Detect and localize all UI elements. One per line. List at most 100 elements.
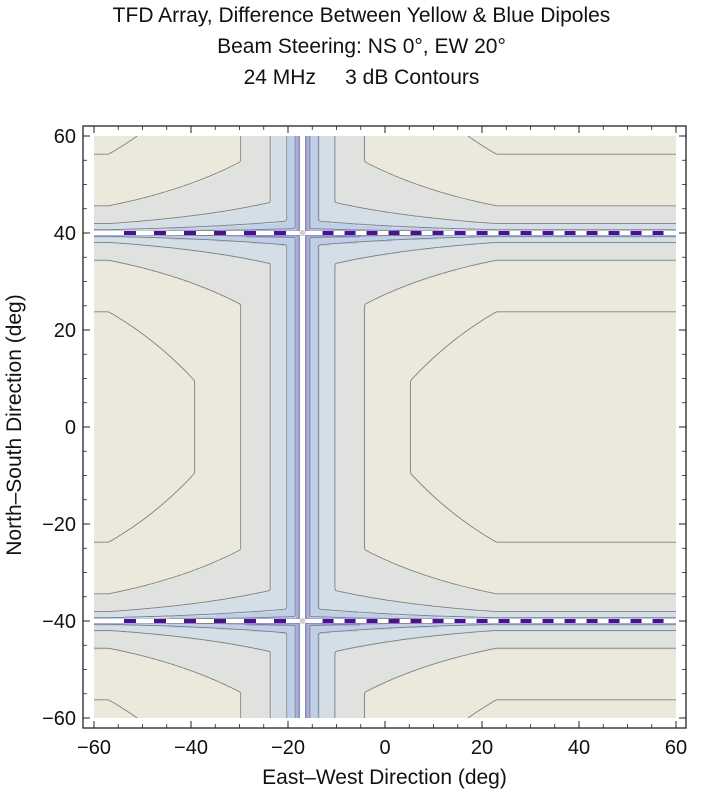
contour-band-cell bbox=[242, 382, 273, 385]
contour-band-cell bbox=[288, 672, 297, 675]
contour-band-cell bbox=[94, 514, 243, 517]
contour-band-cell bbox=[306, 406, 311, 409]
contour-band-cell bbox=[272, 280, 289, 283]
contour-band-cell bbox=[310, 460, 321, 463]
null-dash bbox=[608, 619, 620, 623]
contour-band-cell bbox=[216, 240, 297, 243]
contour-band-cell bbox=[94, 648, 255, 651]
contour-band-cell bbox=[306, 380, 311, 383]
contour-band-cell bbox=[288, 392, 297, 395]
contour-band-cell bbox=[336, 532, 367, 535]
contour-band-cell bbox=[306, 280, 311, 283]
contour-band-cell bbox=[310, 302, 321, 305]
contour-band-cell bbox=[306, 474, 311, 477]
contour-band-cell bbox=[288, 264, 297, 267]
contour-band-cell bbox=[306, 648, 311, 651]
contour-band-cell bbox=[288, 184, 297, 187]
contour-band-cell bbox=[242, 148, 273, 151]
contour-band-cell bbox=[310, 206, 321, 209]
contour-band-cell bbox=[364, 258, 676, 261]
contour-band-cell bbox=[296, 386, 301, 389]
contour-band-cell bbox=[310, 168, 321, 171]
contour-band-cell bbox=[296, 510, 301, 513]
contour-band-cell bbox=[250, 630, 297, 633]
contour-band-cell bbox=[320, 682, 337, 685]
contour-band-cell bbox=[242, 384, 273, 387]
contour-band-cell bbox=[288, 642, 297, 645]
contour-band-cell bbox=[310, 210, 321, 213]
contour-band-cell bbox=[320, 330, 337, 333]
contour-band-cell bbox=[366, 406, 676, 409]
contour-band-cell bbox=[288, 300, 297, 303]
contour-band-cell bbox=[336, 506, 367, 509]
contour-band-cell bbox=[242, 522, 273, 525]
contour-band-cell bbox=[272, 436, 289, 439]
contour-band-cell bbox=[184, 668, 273, 671]
contour-band-cell bbox=[272, 664, 289, 667]
contour-band-cell bbox=[296, 444, 301, 447]
contour-band-cell bbox=[336, 492, 367, 495]
contour-band-cell bbox=[242, 446, 273, 449]
contour-band-cell bbox=[306, 370, 311, 373]
contour-band-cell bbox=[272, 312, 289, 315]
contour-band-cell bbox=[94, 176, 211, 179]
contour-band-cell bbox=[272, 538, 289, 541]
contour-band-cell bbox=[272, 546, 289, 549]
contour-band-cell bbox=[242, 518, 273, 521]
contour-band-cell bbox=[310, 244, 331, 247]
contour-band-cell bbox=[304, 256, 307, 259]
contour-band-cell bbox=[296, 274, 301, 277]
contour-band-cell bbox=[192, 604, 289, 607]
contour-band-cell bbox=[310, 462, 321, 465]
contour-band-cell bbox=[296, 412, 301, 415]
contour-band-cell bbox=[336, 402, 367, 405]
contour-band-cell bbox=[94, 348, 243, 351]
contour-band-cell bbox=[94, 584, 153, 587]
contour-band-cell bbox=[288, 674, 297, 677]
contour-band-cell bbox=[296, 616, 301, 619]
contour-band-cell bbox=[272, 486, 289, 489]
contour-band-cell bbox=[288, 634, 297, 637]
contour-band-cell bbox=[296, 574, 301, 577]
contour-band-cell bbox=[232, 644, 289, 647]
contour-band-cell bbox=[94, 608, 155, 611]
contour-band-cell bbox=[242, 712, 273, 715]
contour-band-cell bbox=[242, 418, 273, 421]
contour-band-cell bbox=[306, 460, 311, 463]
contour-band-cell bbox=[242, 534, 273, 537]
contour-band-cell bbox=[366, 508, 676, 511]
contour-band-cell bbox=[272, 348, 289, 351]
contour-band-cell bbox=[296, 310, 301, 313]
contour-band-cell bbox=[306, 214, 311, 217]
contour-band-cell bbox=[296, 520, 301, 523]
contour-band-cell bbox=[336, 414, 367, 417]
contour-band-cell bbox=[306, 328, 311, 331]
contour-band-cell bbox=[232, 210, 289, 213]
contour-band-cell bbox=[242, 416, 273, 419]
contour-band-cell bbox=[310, 170, 321, 173]
contour-band-cell bbox=[480, 652, 676, 655]
contour-band-cell bbox=[320, 440, 337, 443]
contour-band-cell bbox=[192, 638, 289, 641]
contour-band-cell bbox=[336, 702, 367, 705]
contour-band-cell bbox=[304, 582, 307, 585]
contour-band-cell bbox=[296, 414, 301, 417]
contour-band-cell bbox=[336, 430, 367, 433]
contour-band-cell bbox=[336, 160, 367, 163]
contour-band-cell bbox=[306, 624, 361, 627]
contour-band-cell bbox=[320, 312, 337, 315]
contour-band-cell bbox=[296, 372, 301, 375]
contour-band-cell bbox=[94, 544, 243, 547]
contour-band-cell bbox=[132, 632, 279, 635]
contour-band-cell bbox=[320, 394, 337, 397]
contour-band-cell bbox=[330, 610, 477, 613]
contour-band-cell bbox=[320, 200, 337, 203]
contour-band-cell bbox=[288, 580, 297, 583]
contour-band-cell bbox=[296, 542, 301, 545]
contour-band-cell bbox=[310, 216, 321, 219]
contour-band-cell bbox=[304, 162, 307, 165]
contour-band-cell bbox=[320, 546, 337, 549]
contour-band-cell bbox=[320, 432, 337, 435]
contour-band-cell bbox=[242, 464, 273, 467]
contour-band-cell bbox=[304, 276, 307, 279]
